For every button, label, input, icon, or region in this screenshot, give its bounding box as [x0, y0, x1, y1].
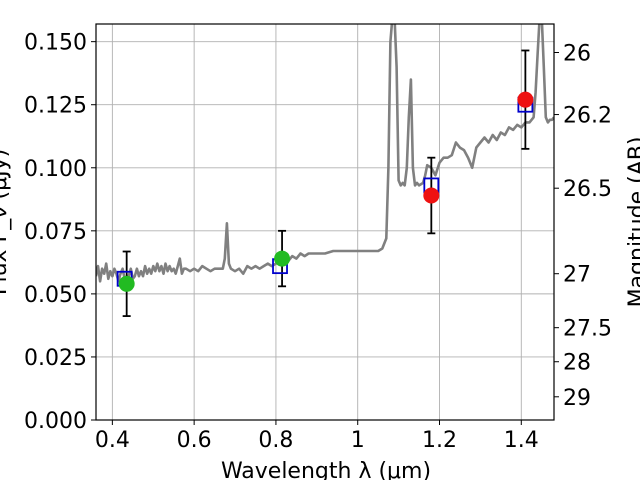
y-tick-label: 0.000: [24, 409, 87, 434]
right-tick-label: 29: [563, 386, 591, 411]
x-tick-label: 1: [351, 428, 365, 453]
x-tick-label: 0.8: [258, 428, 293, 453]
right-tick-label: 26: [563, 42, 591, 67]
right-tick-label: 26.2: [563, 104, 612, 129]
y-tick-label: 0.025: [24, 346, 87, 371]
x-tick-label: 1.2: [422, 428, 457, 453]
right-axis-title: Magnitude (AB): [625, 137, 640, 308]
plot-frame: [95, 23, 555, 421]
grid: [96, 24, 554, 421]
right-tick-label: 27: [563, 263, 591, 288]
right-tick-label: 27.5: [563, 317, 612, 342]
observed-photometry-marker: [517, 91, 534, 108]
right-tick-label: 26.5: [563, 177, 612, 202]
spectrum-line: [96, 24, 554, 286]
photometry-series: [116, 49, 534, 317]
y-tick-label: 0.100: [24, 157, 87, 182]
y-axis-title: Flux F_ν (μJy): [0, 149, 12, 295]
x-tick-label: 0.4: [95, 428, 130, 453]
x-tick-label: 0.6: [177, 428, 212, 453]
observed-photometry-marker: [118, 275, 135, 292]
x-tick-label: 1.4: [504, 428, 539, 453]
observed-photometry-marker: [274, 250, 291, 267]
axis-ticks: 0.4 0.6 0.8 1 1.2 1.4 0.000 0.025 0.050 0.075 0.10…: [24, 31, 612, 453]
y-tick-label: 0.075: [24, 220, 87, 245]
x-axis-title: Wavelength λ (μm): [221, 459, 431, 480]
right-tick-label: 28: [563, 351, 591, 376]
spectrum-series: [96, 24, 554, 286]
observed-photometry-marker: [423, 187, 440, 204]
y-tick-label: 0.150: [24, 31, 87, 56]
y-tick-label: 0.125: [24, 94, 87, 119]
y-tick-label: 0.050: [24, 283, 87, 308]
